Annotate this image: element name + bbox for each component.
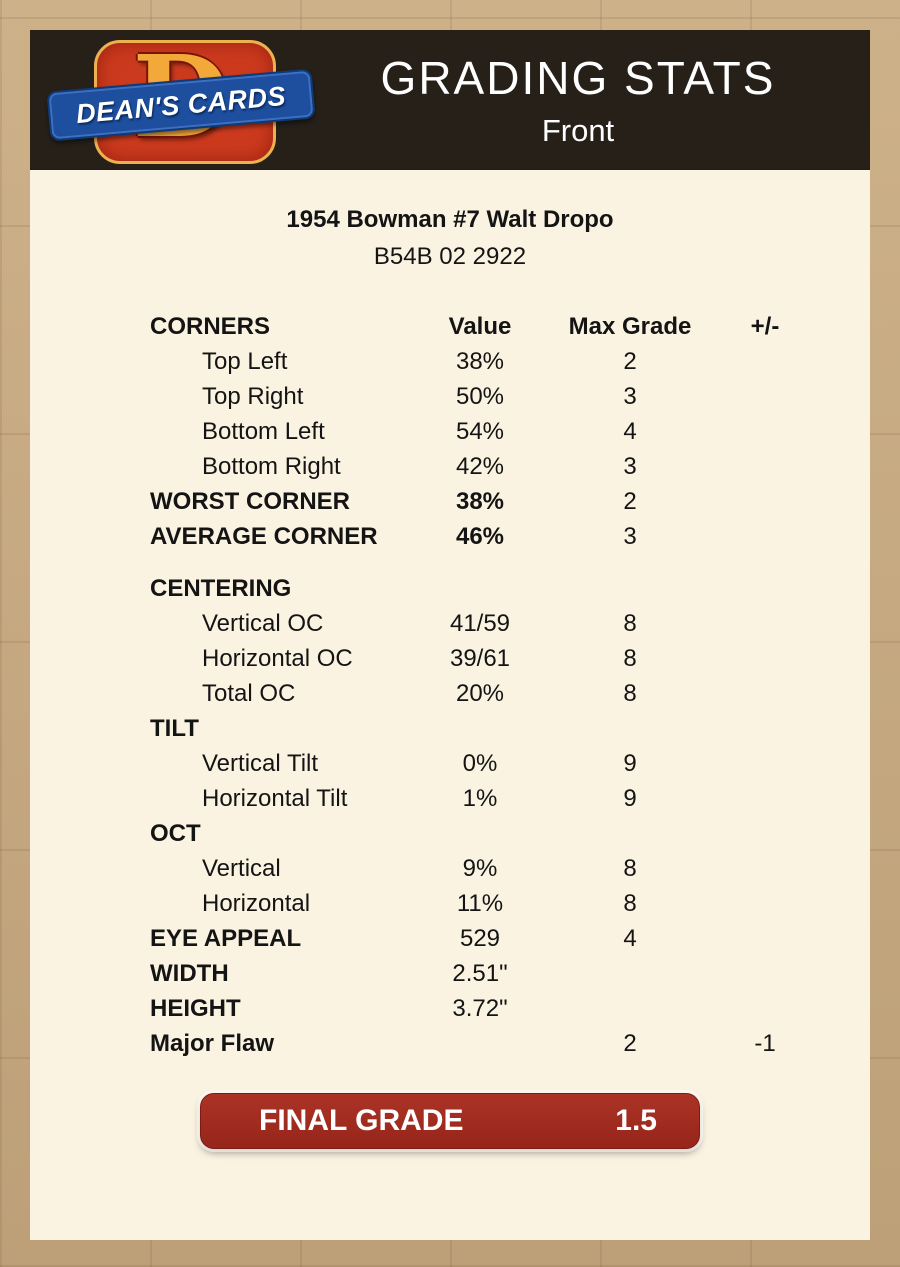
final-grade-label: FINAL GRADE (259, 1104, 464, 1137)
column-header-corners: CORNERS (150, 312, 271, 340)
card-name: 1954 Bowman #7 Walt Dropo (286, 206, 614, 233)
row-label: Horizontal (202, 889, 311, 917)
stats-content: 1954 Bowman #7 Walt Dropo B54B 02 2922 C… (30, 170, 870, 1149)
table-row-width: WIDTH 2.51" (150, 956, 870, 991)
table-row-height: HEIGHT 3.72" (150, 991, 870, 1026)
table-row: Bottom Right 42% 3 (150, 449, 870, 484)
row-value: 529 (459, 924, 501, 952)
table-row: Horizontal OC 39/61 8 (150, 641, 870, 676)
row-max-grade: 9 (623, 784, 637, 812)
row-max-grade: 4 (623, 417, 637, 445)
table-row-average-corner: AVERAGE CORNER 46% 3 (150, 519, 870, 554)
section-label: OCT (150, 819, 201, 847)
row-plus-minus: -1 (754, 1029, 776, 1057)
row-value: 41/59 (449, 609, 511, 637)
section-row-oct: OCT (150, 816, 870, 851)
row-label: Vertical OC (202, 609, 324, 637)
row-label: Major Flaw (150, 1029, 275, 1057)
row-value: 42% (455, 452, 505, 480)
row-label: Total OC (202, 679, 296, 707)
table-row-worst-corner: WORST CORNER 38% 2 (150, 484, 870, 519)
table-row: Horizontal 11% 8 (150, 886, 870, 921)
final-grade-value: 1.5 (615, 1104, 657, 1137)
row-value: 39/61 (449, 644, 511, 672)
column-header-value: Value (448, 312, 512, 340)
column-header-max-grade: Max Grade (568, 312, 692, 340)
row-max-grade: 4 (623, 924, 637, 952)
row-value: 1% (462, 784, 498, 812)
grading-table: CORNERS Value Max Grade +/- Top Left 38%… (30, 309, 870, 1061)
row-value: 0% (462, 749, 498, 777)
row-max-grade: 3 (623, 522, 637, 550)
header-text: GRADING STATS Front (306, 51, 870, 149)
table-row: Top Left 38% 2 (150, 344, 870, 379)
row-label: WORST CORNER (150, 487, 350, 515)
section-row-centering: CENTERING (150, 571, 870, 606)
row-label: Bottom Left (202, 417, 325, 445)
row-label: HEIGHT (150, 994, 241, 1022)
card-cert-number: B54B 02 2922 (373, 243, 527, 270)
row-max-grade: 9 (623, 749, 637, 777)
table-row: Vertical Tilt 0% 9 (150, 746, 870, 781)
section-label: TILT (150, 714, 199, 742)
row-value: 20% (455, 679, 505, 707)
deans-cards-logo[interactable]: D DEAN'S CARDS (46, 38, 316, 164)
row-value: 38% (455, 347, 505, 375)
row-max-grade: 8 (623, 644, 637, 672)
grading-panel: D DEAN'S CARDS GRADING STATS Front 1954 … (30, 30, 870, 1240)
section-label: CENTERING (150, 574, 292, 602)
row-label: Vertical Tilt (202, 749, 319, 777)
row-max-grade: 2 (623, 347, 637, 375)
row-label: Vertical (202, 854, 281, 882)
row-label: EYE APPEAL (150, 924, 302, 952)
row-value: 46% (455, 522, 505, 550)
row-max-grade: 2 (623, 487, 637, 515)
row-max-grade: 8 (623, 609, 637, 637)
row-max-grade: 3 (623, 452, 637, 480)
row-value: 9% (462, 854, 498, 882)
section-row-tilt: TILT (150, 711, 870, 746)
row-label: WIDTH (150, 959, 229, 987)
table-row: Top Right 50% 3 (150, 379, 870, 414)
row-label: AVERAGE CORNER (150, 522, 378, 550)
row-label: Bottom Right (202, 452, 341, 480)
row-value: 2.51" (452, 959, 508, 987)
row-value: 11% (456, 889, 504, 917)
row-label: Horizontal Tilt (202, 784, 348, 812)
row-value: 38% (455, 487, 505, 515)
table-row: Vertical OC 41/59 8 (150, 606, 870, 641)
header-bar: D DEAN'S CARDS GRADING STATS Front (30, 30, 870, 170)
row-max-grade: 8 (623, 679, 637, 707)
row-label: Top Right (202, 382, 304, 410)
logo-text: DEAN'S CARDS (74, 80, 288, 129)
table-row-eye-appeal: EYE APPEAL 529 4 (150, 921, 870, 956)
page-subtitle: Front (541, 113, 615, 148)
row-max-grade: 8 (623, 854, 637, 882)
table-row: Total OC 20% 8 (150, 676, 870, 711)
final-grade-badge: FINAL GRADE 1.5 (200, 1093, 700, 1149)
row-label: Top Left (202, 347, 288, 375)
row-max-grade: 3 (623, 382, 637, 410)
row-value: 54% (455, 417, 505, 445)
table-row: Horizontal Tilt 1% 9 (150, 781, 870, 816)
table-header-row: CORNERS Value Max Grade +/- (150, 309, 870, 344)
column-header-plus-minus: +/- (750, 312, 780, 340)
table-row-major-flaw: Major Flaw 2 -1 (150, 1026, 870, 1061)
row-label: Horizontal OC (202, 644, 353, 672)
row-max-grade: 2 (623, 1029, 637, 1057)
table-row: Vertical 9% 8 (150, 851, 870, 886)
page-title: GRADING STATS (380, 52, 776, 104)
row-value: 3.72" (452, 994, 508, 1022)
row-max-grade: 8 (623, 889, 637, 917)
row-value: 50% (455, 382, 505, 410)
table-row: Bottom Left 54% 4 (150, 414, 870, 449)
